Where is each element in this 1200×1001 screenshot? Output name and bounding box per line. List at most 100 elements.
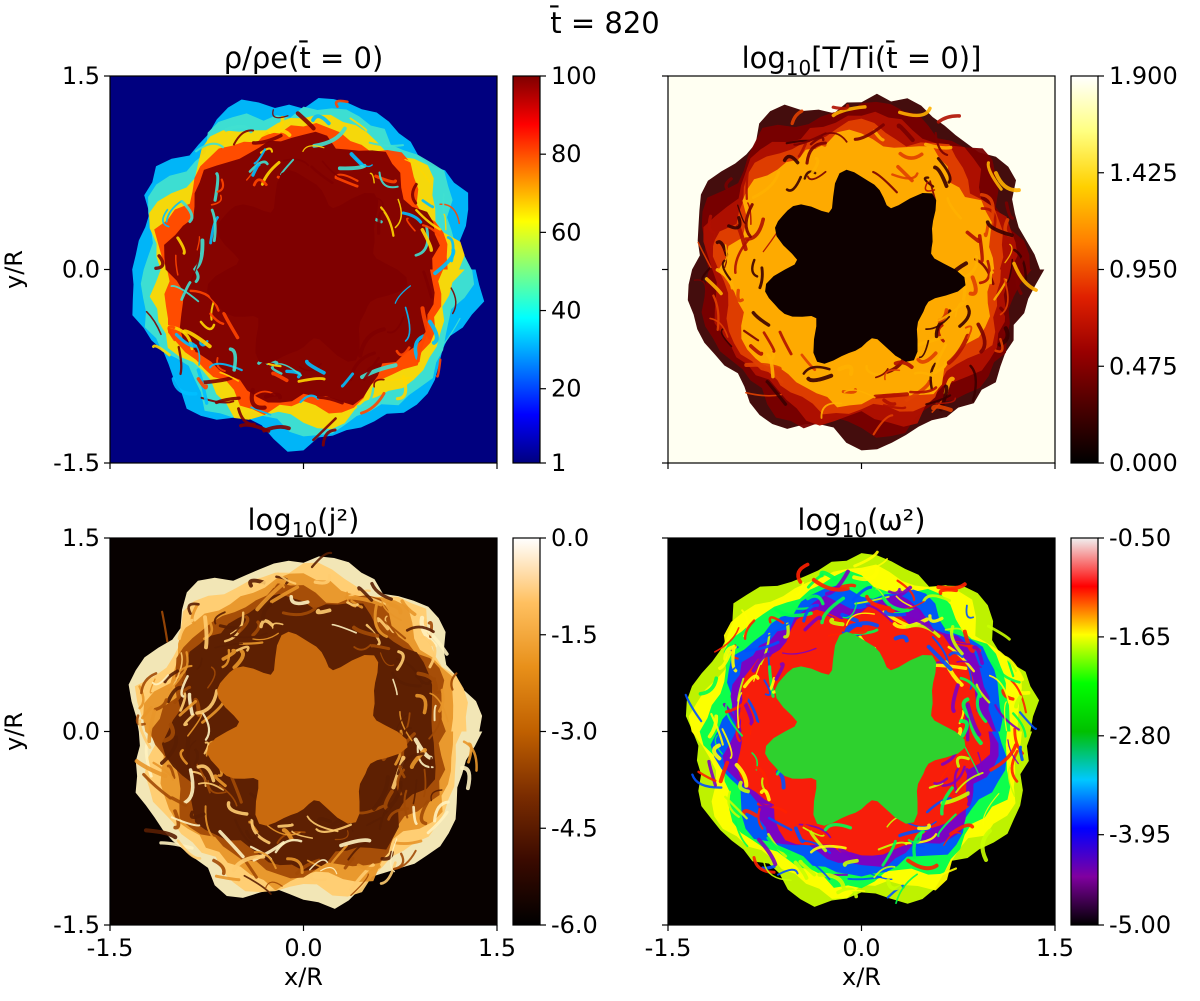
turbulent-filament — [758, 800, 773, 808]
turbulent-filament — [349, 117, 368, 132]
turbulent-filament — [798, 859, 817, 877]
turbulent-filament — [807, 858, 831, 881]
turbulent-filament — [734, 238, 750, 275]
turbulent-filament — [374, 174, 397, 184]
turbulent-filament — [427, 319, 439, 345]
turbulent-filament — [972, 645, 984, 665]
turbulent-filament — [195, 331, 200, 353]
turbulent-filament — [253, 148, 267, 165]
turbulent-filament — [707, 759, 717, 787]
turbulent-filament — [152, 344, 171, 357]
turbulent-filament — [189, 810, 206, 819]
x-tick-label: 0.0 — [842, 934, 880, 962]
turbulent-filament — [697, 770, 717, 782]
turbulent-filament — [312, 417, 337, 442]
panel-title: log10(ω²) — [797, 503, 925, 542]
turbulent-filament — [872, 170, 898, 194]
turbulent-filament — [748, 344, 764, 356]
turbulent-filament — [395, 650, 405, 671]
turbulent-filament — [392, 678, 398, 696]
turbulent-filament — [310, 165, 334, 185]
turbulent-filament — [1007, 765, 1016, 797]
turbulent-filament — [135, 714, 146, 726]
turbulent-filament — [1003, 701, 1008, 732]
turbulent-filament — [1010, 749, 1019, 783]
turbulent-filament — [201, 712, 211, 741]
colorbar-tick-label: -3.0 — [551, 718, 598, 746]
turbulent-filament — [744, 640, 780, 653]
turbulent-filament — [768, 616, 785, 625]
turbulent-filament — [429, 692, 449, 723]
turbulent-filament — [793, 860, 809, 880]
turbulent-filament — [935, 397, 957, 405]
turbulent-filament — [802, 603, 820, 623]
turbulent-filament — [1004, 243, 1013, 264]
turbulent-filament — [926, 644, 953, 671]
turbulent-filament — [953, 767, 959, 794]
turbulent-filament — [321, 428, 337, 447]
turbulent-filament — [443, 213, 447, 231]
turbulent-filament — [248, 578, 266, 588]
turbulent-filament — [764, 622, 792, 639]
turbulent-filament — [852, 567, 880, 582]
turbulent-filament — [366, 816, 383, 827]
turbulent-filament — [252, 632, 279, 641]
turbulent-filament — [377, 210, 384, 235]
turbulent-filament — [940, 786, 954, 816]
turbulent-filament — [865, 364, 884, 377]
turbulent-filament — [363, 356, 380, 381]
turbulent-filament — [693, 279, 707, 291]
turbulent-filament — [346, 601, 359, 607]
turbulent-filament — [1014, 695, 1023, 709]
turbulent-filament — [311, 114, 331, 126]
panel-vorticity: -1.5 0.0 1.5 log10(ω²) x/R -0.50 -1.65 -2.80 -3.… — [645, 503, 1172, 991]
turbulent-filament — [759, 788, 771, 802]
turbulent-filament — [795, 581, 805, 597]
turbulent-filament — [893, 634, 909, 643]
panel-title: ρ/ρe(t̄ = 0) — [224, 41, 384, 75]
colorbar-tick-label: 0.950 — [1109, 256, 1178, 284]
turbulent-filament — [320, 866, 338, 875]
turbulent-filament — [143, 828, 178, 840]
turbulent-filament — [803, 615, 822, 632]
turbulent-filament — [259, 147, 274, 154]
turbulent-filament — [282, 158, 310, 167]
turbulent-filament — [823, 823, 853, 832]
turbulent-filament — [980, 828, 992, 862]
turbulent-filament — [881, 596, 910, 613]
colorbar-tick-label: -4.5 — [551, 814, 598, 842]
turbulent-filament — [802, 839, 832, 854]
cloud-core — [765, 631, 966, 826]
turbulent-filament — [308, 859, 329, 871]
turbulent-filament — [275, 363, 302, 377]
turbulent-filament — [281, 828, 294, 841]
turbulent-filament — [925, 394, 952, 406]
turbulent-filament — [189, 289, 220, 312]
turbulent-filament — [734, 820, 749, 848]
x-tick-label: -1.5 — [645, 934, 692, 962]
turbulent-filament — [196, 236, 201, 251]
turbulent-filament — [237, 615, 250, 634]
turbulent-filament — [877, 841, 908, 851]
turbulent-filament — [350, 599, 364, 609]
turbulent-filament — [316, 817, 332, 826]
turbulent-filament — [1004, 201, 1015, 220]
turbulent-filament — [190, 253, 201, 282]
turbulent-filament — [138, 719, 152, 749]
turbulent-filament — [765, 353, 775, 379]
x-tick-label: 1.5 — [478, 934, 516, 962]
turbulent-filament — [260, 128, 292, 137]
turbulent-filament — [949, 823, 975, 836]
turbulent-filament — [404, 159, 431, 183]
turbulent-filament — [943, 831, 962, 846]
turbulent-filament — [975, 692, 988, 723]
turbulent-filament — [228, 347, 238, 372]
turbulent-filament — [1001, 689, 1015, 701]
turbulent-filament — [400, 599, 417, 617]
turbulent-filament — [462, 740, 478, 772]
turbulent-filament — [753, 663, 761, 682]
turbulent-filament — [312, 126, 347, 148]
turbulent-filament — [250, 818, 271, 845]
turbulent-filament — [180, 281, 192, 301]
turbulent-filament — [724, 177, 733, 191]
